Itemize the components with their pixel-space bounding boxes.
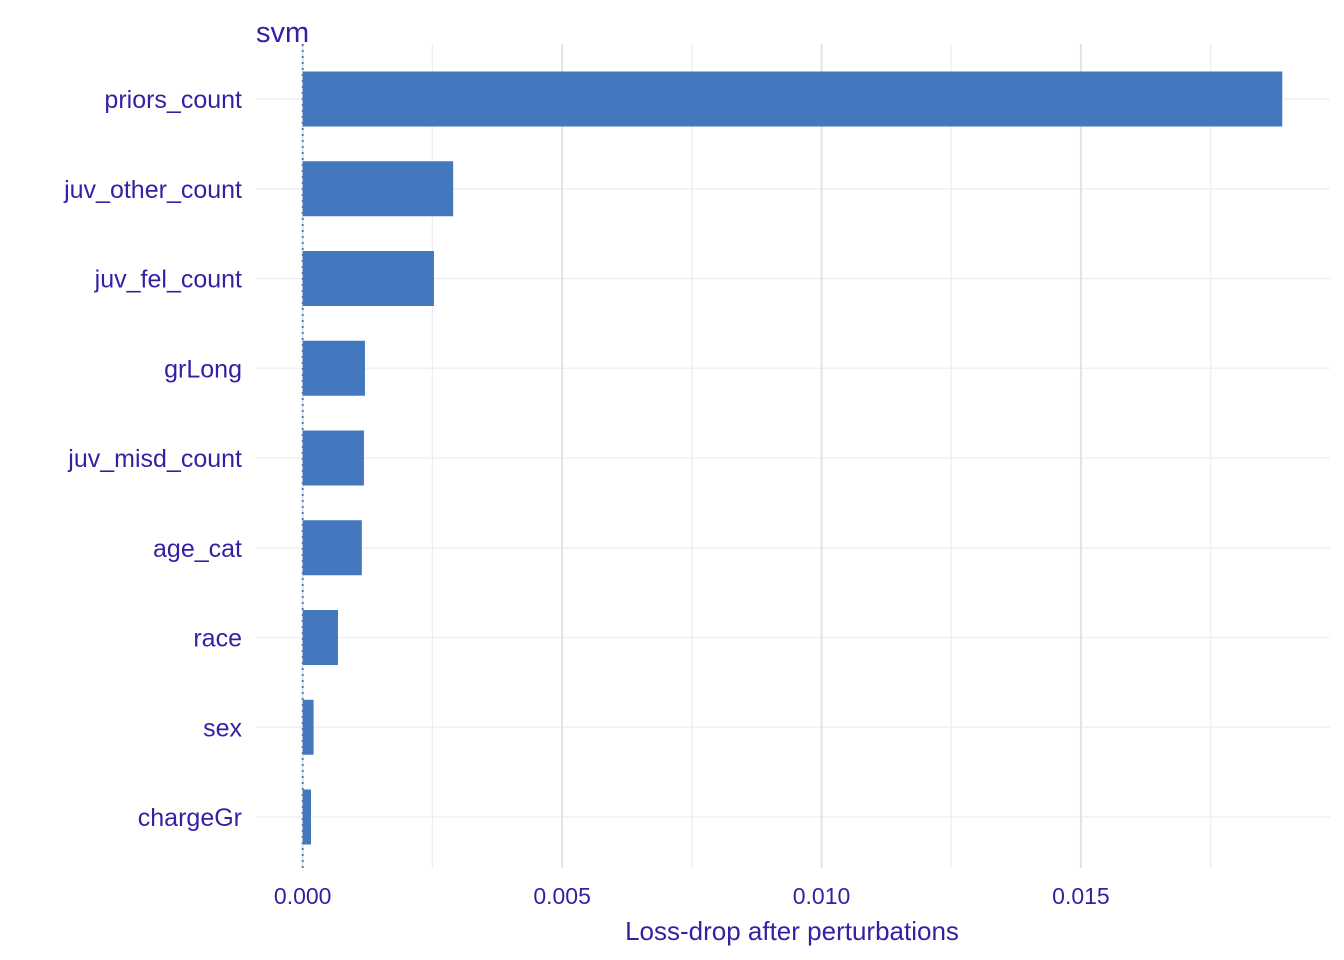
y-label-age_cat: age_cat <box>153 535 242 563</box>
y-label-juv_other_count: juv_other_count <box>63 176 242 204</box>
panel-title: svm <box>256 17 309 49</box>
bar-juv_fel_count <box>302 251 434 306</box>
bars <box>302 71 1283 845</box>
bar-age_cat <box>302 520 362 576</box>
y-label-juv_fel_count: juv_fel_count <box>94 266 242 294</box>
bar-race <box>302 610 338 665</box>
x-tick-label-1: 0.005 <box>533 883 591 909</box>
y-label-sex: sex <box>203 714 242 742</box>
bar-juv_other_count <box>302 161 454 217</box>
y-label-grLong: grLong <box>164 355 242 383</box>
y-label-priors_count: priors_count <box>104 86 242 114</box>
y-label-juv_misd_count: juv_misd_count <box>67 445 242 473</box>
x-axis-ticks: 0.000 0.005 0.010 0.015 <box>274 883 1110 909</box>
bar-chargeGr <box>302 789 311 845</box>
bar-juv_misd_count <box>302 430 364 486</box>
x-tick-label-3: 0.015 <box>1052 883 1110 909</box>
x-tick-label-2: 0.010 <box>793 883 851 909</box>
y-label-chargeGr: chargeGr <box>138 804 242 832</box>
bar-priors_count <box>302 71 1283 127</box>
bar-grLong <box>302 340 365 396</box>
y-label-race: race <box>193 625 242 653</box>
y-axis-labels: priors_count juv_other_count juv_fel_count… <box>63 86 242 832</box>
x-tick-label-0: 0.000 <box>274 883 332 909</box>
x-axis-title: Loss-drop after perturbations <box>625 916 959 946</box>
bar-sex <box>302 699 314 755</box>
